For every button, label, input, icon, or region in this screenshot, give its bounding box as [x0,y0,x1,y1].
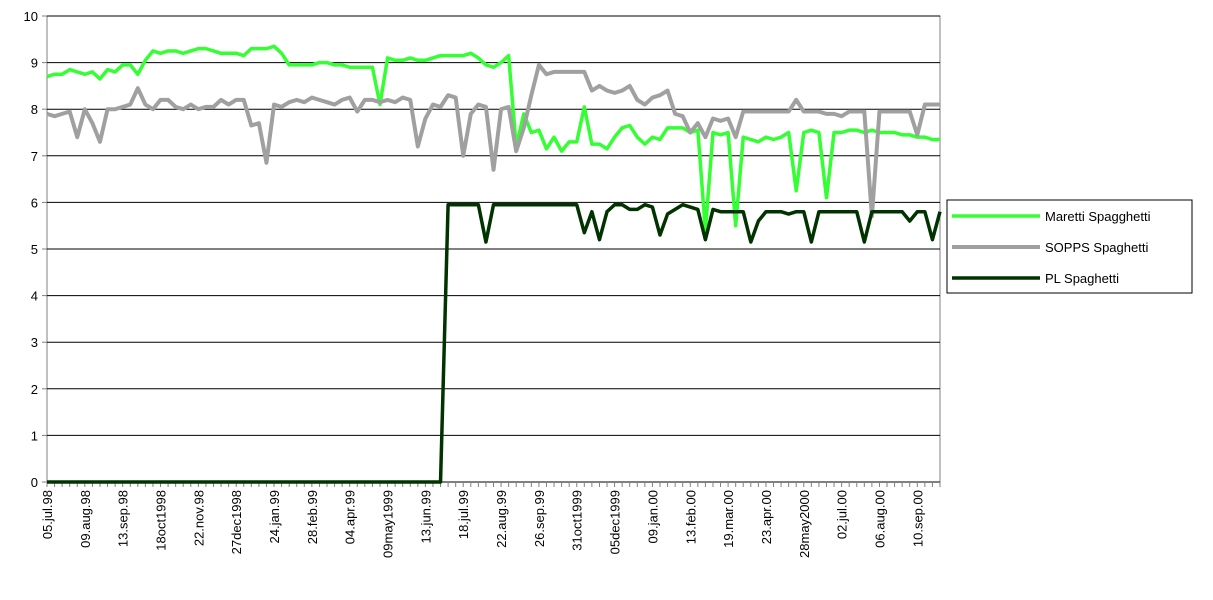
x-tick-label: 10.sep.00 [910,490,925,547]
x-tick-label: 04.apr.99 [343,490,358,544]
legend-label: Maretti Spagghetti [1045,209,1151,224]
series-line [46,44,940,233]
x-tick-label: 28may2000 [797,490,812,558]
y-tick-label: 10 [24,9,38,24]
x-tick-label: 13.sep.98 [116,490,131,547]
y-tick-label: 7 [31,149,38,164]
y-tick-label: 1 [31,428,38,443]
x-tick-label: 13.jun.99 [418,490,433,544]
legend-label: SOPPS Spaghetti [1045,240,1148,255]
series-line [46,62,940,219]
x-tick-label: 23.apr.00 [759,490,774,544]
x-tick-label: 09.aug.98 [78,490,93,548]
x-tick-label: 13.feb.00 [683,490,698,544]
legend-label: PL Spaghetti [1045,271,1119,286]
x-tick-label: 09may1999 [381,490,396,558]
x-tick-label: 05.jul.98 [40,490,55,539]
x-tick-label: 24.jan.99 [267,490,282,544]
series-line [47,202,942,484]
x-tick-label: 18.jul.99 [456,490,471,539]
y-tick-label: 0 [31,475,38,490]
x-tick-label: 02.jul.00 [835,490,850,539]
y-tick-label: 4 [31,289,38,304]
y-tick-label: 6 [31,195,38,210]
y-tick-label: 8 [31,102,38,117]
x-tick-label: 09.jan.00 [645,490,660,544]
x-tick-label: 06.aug.00 [872,490,887,548]
x-tick-label: 22.aug.99 [494,490,509,548]
x-tick-label: 18oct1998 [154,490,169,551]
y-tick-label: 2 [31,382,38,397]
x-tick-label: 31oct1999 [570,490,585,551]
y-tick-label: 9 [31,56,38,71]
x-tick-label: 27dec1998 [229,490,244,554]
x-tick-label: 26.sep.99 [532,490,547,547]
x-tick-label: 22.nov.98 [191,490,206,546]
y-tick-label: 3 [31,335,38,350]
y-tick-label: 5 [31,242,38,257]
x-tick-label: 05dec1999 [608,490,623,554]
x-tick-label: 28.feb.99 [305,490,320,544]
x-tick-label: 19.mar.00 [721,490,736,548]
